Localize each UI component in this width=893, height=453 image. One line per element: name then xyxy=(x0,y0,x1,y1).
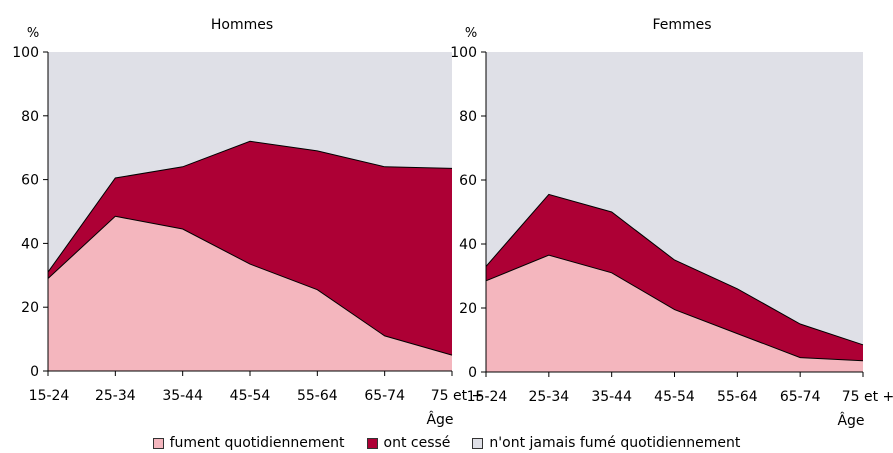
hommes-y-tick-label: 60 xyxy=(21,173,39,189)
legend: fument quotidiennement ont cessé n'ont j… xyxy=(0,433,893,453)
femmes-y-tick-label: 0 xyxy=(468,365,477,381)
femmes-y-tick-label: 20 xyxy=(459,301,477,317)
hommes-x-label: Âge xyxy=(426,410,453,428)
hommes-x-tick-label: 45-54 xyxy=(230,388,271,404)
legend-item-fument: fument quotidiennement xyxy=(152,435,345,451)
hommes-chart: 0 20 40 60 80 100 15-24 25-34 35-44 45-54 55-64 65-… xyxy=(12,17,483,428)
hommes-area-fument xyxy=(48,216,452,371)
femmes-area-fument xyxy=(486,255,863,372)
hommes-x-tick-label: 55-64 xyxy=(297,388,338,404)
femmes-line-fument xyxy=(485,254,864,362)
hommes-x-tick-label: 65-74 xyxy=(364,388,405,404)
femmes-y-tick-label: 60 xyxy=(459,173,477,189)
femmes-x-label: Âge xyxy=(837,411,864,429)
hommes-y-tick-label: 20 xyxy=(21,300,39,316)
hommes-line-cesse xyxy=(47,140,453,273)
femmes-x-tick-label: 75 et + xyxy=(842,389,893,405)
femmes-line-cesse xyxy=(485,193,864,346)
femmes-y-tick-label: 80 xyxy=(459,109,477,125)
hommes-y-tick-label: 0 xyxy=(30,364,39,380)
legend-label-cesse: ont cessé xyxy=(383,435,451,451)
hommes-x-tick-label: 35-44 xyxy=(162,388,203,404)
hommes-x-tick-label: 75 et + xyxy=(431,388,484,404)
hommes-y-tick-label: 40 xyxy=(21,236,39,252)
hommes-title: Hommes xyxy=(211,17,273,33)
femmes-x-tick-label: 15-24 xyxy=(467,389,508,405)
femmes-x-tick-label: 25-34 xyxy=(528,389,569,405)
hommes-x-tick-label: 25-34 xyxy=(95,388,136,404)
hommes-y-tick-label: 100 xyxy=(12,45,39,61)
legend-swatch-fument xyxy=(152,437,164,449)
hommes-y-label: % xyxy=(27,26,39,41)
femmes-area-cesse xyxy=(486,194,863,361)
hommes-area-cesse xyxy=(48,141,452,356)
femmes-y-tick-label: 40 xyxy=(459,237,477,253)
legend-swatch-cesse xyxy=(366,437,378,449)
femmes-x-tick-label: 45-54 xyxy=(654,389,695,405)
femmes-chart: 0 20 40 60 80 100 15-24 25-34 35-44 45-54 55-64 65-… xyxy=(450,17,893,429)
legend-item-jamais: n'ont jamais fumé quotidiennement xyxy=(472,435,740,451)
legend-label-fument: fument quotidiennement xyxy=(169,435,345,451)
charts-canvas: 0 20 40 60 80 100 15-24 25-34 35-44 45-54 55-64 65-… xyxy=(12,17,893,429)
femmes-title: Femmes xyxy=(652,17,711,33)
femmes-y-tick-label: 100 xyxy=(450,45,477,61)
legend-swatch-jamais xyxy=(472,437,484,449)
femmes-x-tick-label: 65-74 xyxy=(780,389,821,405)
hommes-area-jamais xyxy=(48,52,452,273)
femmes-x-tick-label: 55-64 xyxy=(717,389,758,405)
hommes-x-tick-label: 15-24 xyxy=(29,388,70,404)
femmes-x-tick-label: 35-44 xyxy=(591,389,632,405)
femmes-y-label: % xyxy=(465,26,477,41)
legend-item-cesse: ont cessé xyxy=(366,435,451,451)
femmes-area-jamais xyxy=(486,52,863,345)
legend-label-jamais: n'ont jamais fumé quotidiennement xyxy=(489,435,741,451)
hommes-y-tick-label: 80 xyxy=(21,109,39,125)
hommes-line-fument xyxy=(47,215,453,356)
